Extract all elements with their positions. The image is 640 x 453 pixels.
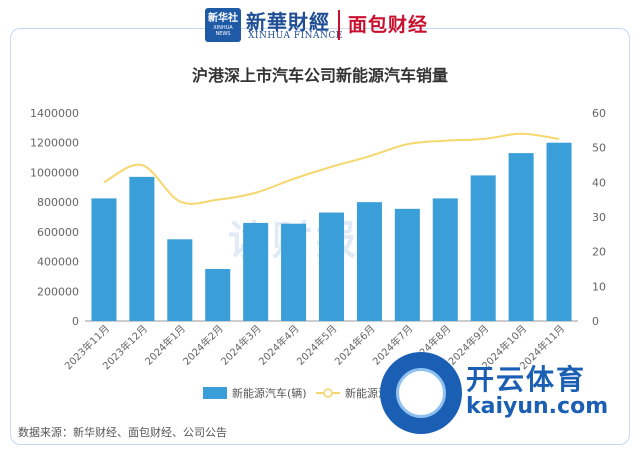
y-right-tick-label: 30 — [592, 211, 606, 224]
y-left-tick-label: 400000 — [37, 256, 79, 269]
y-left-tick-label: 200000 — [37, 285, 79, 298]
logo-line1: 新华社 — [208, 13, 238, 24]
y-right-tick-label: 20 — [592, 246, 606, 259]
y-left-tick-label: 1200000 — [30, 137, 79, 150]
bar — [318, 212, 345, 321]
bar — [129, 176, 155, 321]
watermark-cn: 开云体育 — [466, 363, 587, 396]
brand-cn: 新華財經 — [246, 10, 330, 34]
header-divider — [338, 10, 340, 40]
bar — [508, 153, 534, 321]
y-right-tick-label: 40 — [592, 176, 606, 189]
y-right-tick-label: 50 — [592, 142, 606, 155]
legend-swatch-bar — [203, 387, 227, 399]
bar — [167, 239, 193, 321]
chart-frame — [10, 28, 630, 445]
series-line — [103, 132, 560, 205]
y-left-tick-label: 600000 — [37, 226, 79, 239]
bar — [470, 175, 496, 321]
xinhua-logo: 新华社 XINHUA NEWS — [205, 8, 241, 42]
bar — [205, 269, 231, 321]
bar — [546, 142, 572, 321]
brand2-logo: 面包财经 — [348, 14, 429, 36]
y-left-tick-label: 1400000 — [30, 107, 79, 120]
legend-marker-line — [323, 388, 333, 398]
bar — [91, 198, 117, 321]
soccer-ball-icon — [396, 368, 446, 418]
y-right-tick-label: 10 — [592, 280, 606, 293]
bar — [281, 223, 307, 321]
chart-title: 沪港深上市汽车公司新能源汽车销量 — [191, 66, 448, 85]
legend-label-bar: 新能源汽车(辆) — [232, 386, 307, 400]
y-right-tick-label: 60 — [592, 107, 606, 120]
y-left-tick-label: 1000000 — [30, 166, 79, 179]
watermark-badge-icon — [380, 352, 462, 434]
source-note: 数据来源：新华财经、面包财经、公司公告 — [18, 426, 227, 439]
watermark-text: 开云体育 kaiyun.com — [466, 358, 608, 419]
bar — [356, 202, 382, 321]
bar — [243, 222, 269, 321]
y-right-tick-label: 0 — [592, 315, 599, 328]
y-left-tick-label: 800000 — [37, 196, 79, 209]
y-left-tick-label: 0 — [72, 315, 79, 328]
logo-line2: XINHUA NEWS — [213, 25, 233, 37]
bar — [432, 198, 458, 321]
brand-en: XINHUA FINANCE — [248, 31, 343, 41]
header: 新华社 XINHUA NEWS 新華財經 XINHUA FINANCE 面包财经 — [0, 0, 640, 50]
bar — [394, 208, 420, 321]
watermark-en: kaiyun.com — [466, 394, 609, 419]
